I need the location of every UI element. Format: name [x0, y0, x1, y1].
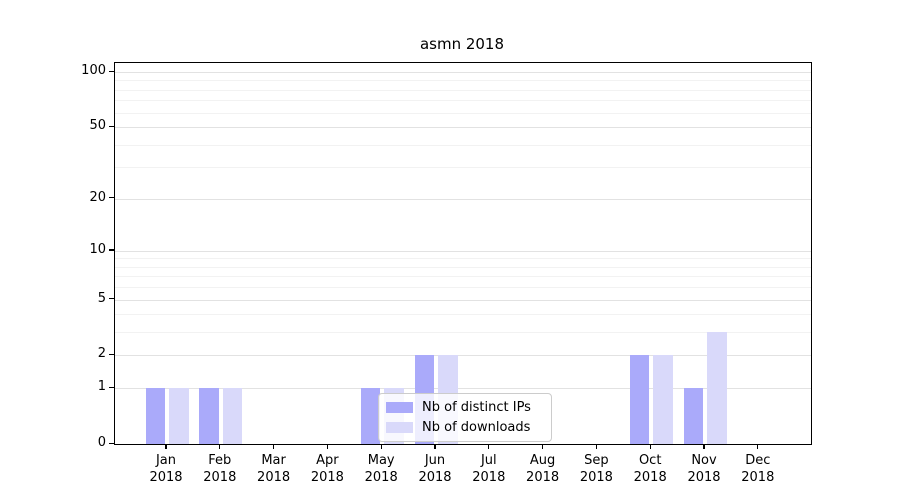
x-tick-label: Jul 2018 — [472, 453, 506, 485]
minor-gridline — [115, 332, 811, 334]
y-tick-mark — [109, 353, 114, 356]
legend-swatch-downloads — [386, 422, 413, 433]
bar-distinct-ips — [360, 388, 381, 444]
minor-gridline — [115, 258, 811, 260]
y-tick-mark — [109, 386, 114, 388]
x-tick-mark — [703, 444, 705, 450]
x-tick-label: Jan 2018 — [149, 453, 183, 485]
bar-downloads — [653, 355, 673, 444]
major-gridline — [115, 127, 811, 129]
x-tick-mark — [757, 444, 759, 450]
y-tick-label: 50 — [89, 118, 106, 134]
legend-swatch-distinct-ips — [386, 402, 413, 413]
bar-downloads — [169, 388, 189, 444]
x-tick-mark — [219, 444, 221, 450]
x-tick-label: Aug 2018 — [526, 453, 560, 485]
minor-gridline — [115, 266, 811, 268]
legend-label: Nb of distinct IPs — [422, 400, 531, 415]
plot-area — [114, 62, 812, 445]
minor-gridline — [115, 112, 811, 114]
legend-label: Nb of downloads — [422, 420, 531, 435]
bar-downloads — [222, 388, 243, 444]
y-tick-label: 100 — [81, 63, 106, 79]
legend: Nb of distinct IPs Nb of downloads — [378, 393, 552, 442]
y-tick-label: 1 — [97, 379, 106, 395]
minor-gridline — [115, 287, 811, 289]
x-tick-mark — [434, 444, 436, 450]
y-tick-mark — [109, 125, 114, 127]
x-tick-label: Mar 2018 — [257, 453, 291, 485]
chart-title: asmn 2018 — [419, 35, 505, 53]
legend-item-distinct-ips: Nb of distinct IPs — [386, 399, 544, 416]
x-tick-mark — [649, 444, 651, 450]
x-tick-mark — [595, 444, 598, 450]
major-gridline — [115, 388, 811, 390]
major-gridline — [115, 355, 811, 357]
y-tick-mark — [109, 442, 114, 444]
minor-gridline — [115, 314, 811, 316]
minor-gridline — [115, 276, 811, 278]
x-tick-mark — [326, 444, 329, 450]
minor-gridline — [115, 100, 811, 102]
x-tick-label: Dec 2018 — [741, 453, 775, 485]
y-tick-label: 2 — [97, 346, 106, 362]
bar-downloads — [707, 332, 727, 444]
x-tick-label: Apr 2018 — [310, 453, 344, 485]
major-gridline — [115, 198, 811, 200]
bar-distinct-ips — [683, 388, 703, 444]
minor-gridline — [115, 80, 811, 82]
x-tick-label: Nov 2018 — [687, 453, 721, 485]
x-tick-label: Oct 2018 — [633, 453, 667, 485]
x-tick-mark — [273, 444, 275, 450]
x-tick-mark — [488, 444, 490, 450]
minor-gridline — [115, 89, 811, 91]
y-tick-mark — [109, 298, 114, 300]
x-tick-label: Feb 2018 — [203, 453, 237, 485]
y-tick-mark — [109, 70, 114, 72]
bar-distinct-ips — [145, 388, 165, 444]
x-tick-mark — [542, 444, 544, 450]
x-tick-label: May 2018 — [364, 453, 398, 485]
bar-distinct-ips — [199, 388, 219, 444]
y-tick-mark — [109, 249, 114, 251]
bar-distinct-ips — [629, 355, 650, 444]
minor-gridline — [115, 167, 811, 169]
major-gridline — [115, 72, 811, 74]
y-tick-mark — [109, 197, 114, 199]
y-tick-label: 0 — [97, 435, 106, 450]
major-gridline — [115, 299, 811, 301]
x-tick-label: Jun 2018 — [418, 453, 452, 485]
x-tick-label: Sep 2018 — [579, 453, 613, 485]
y-tick-label: 5 — [97, 290, 106, 306]
legend-item-downloads: Nb of downloads — [386, 419, 544, 436]
minor-gridline — [115, 144, 811, 146]
major-gridline — [115, 250, 811, 252]
y-tick-label: 20 — [89, 189, 106, 205]
x-tick-mark — [165, 444, 167, 450]
x-tick-mark — [380, 444, 382, 450]
y-tick-label: 10 — [89, 241, 106, 257]
